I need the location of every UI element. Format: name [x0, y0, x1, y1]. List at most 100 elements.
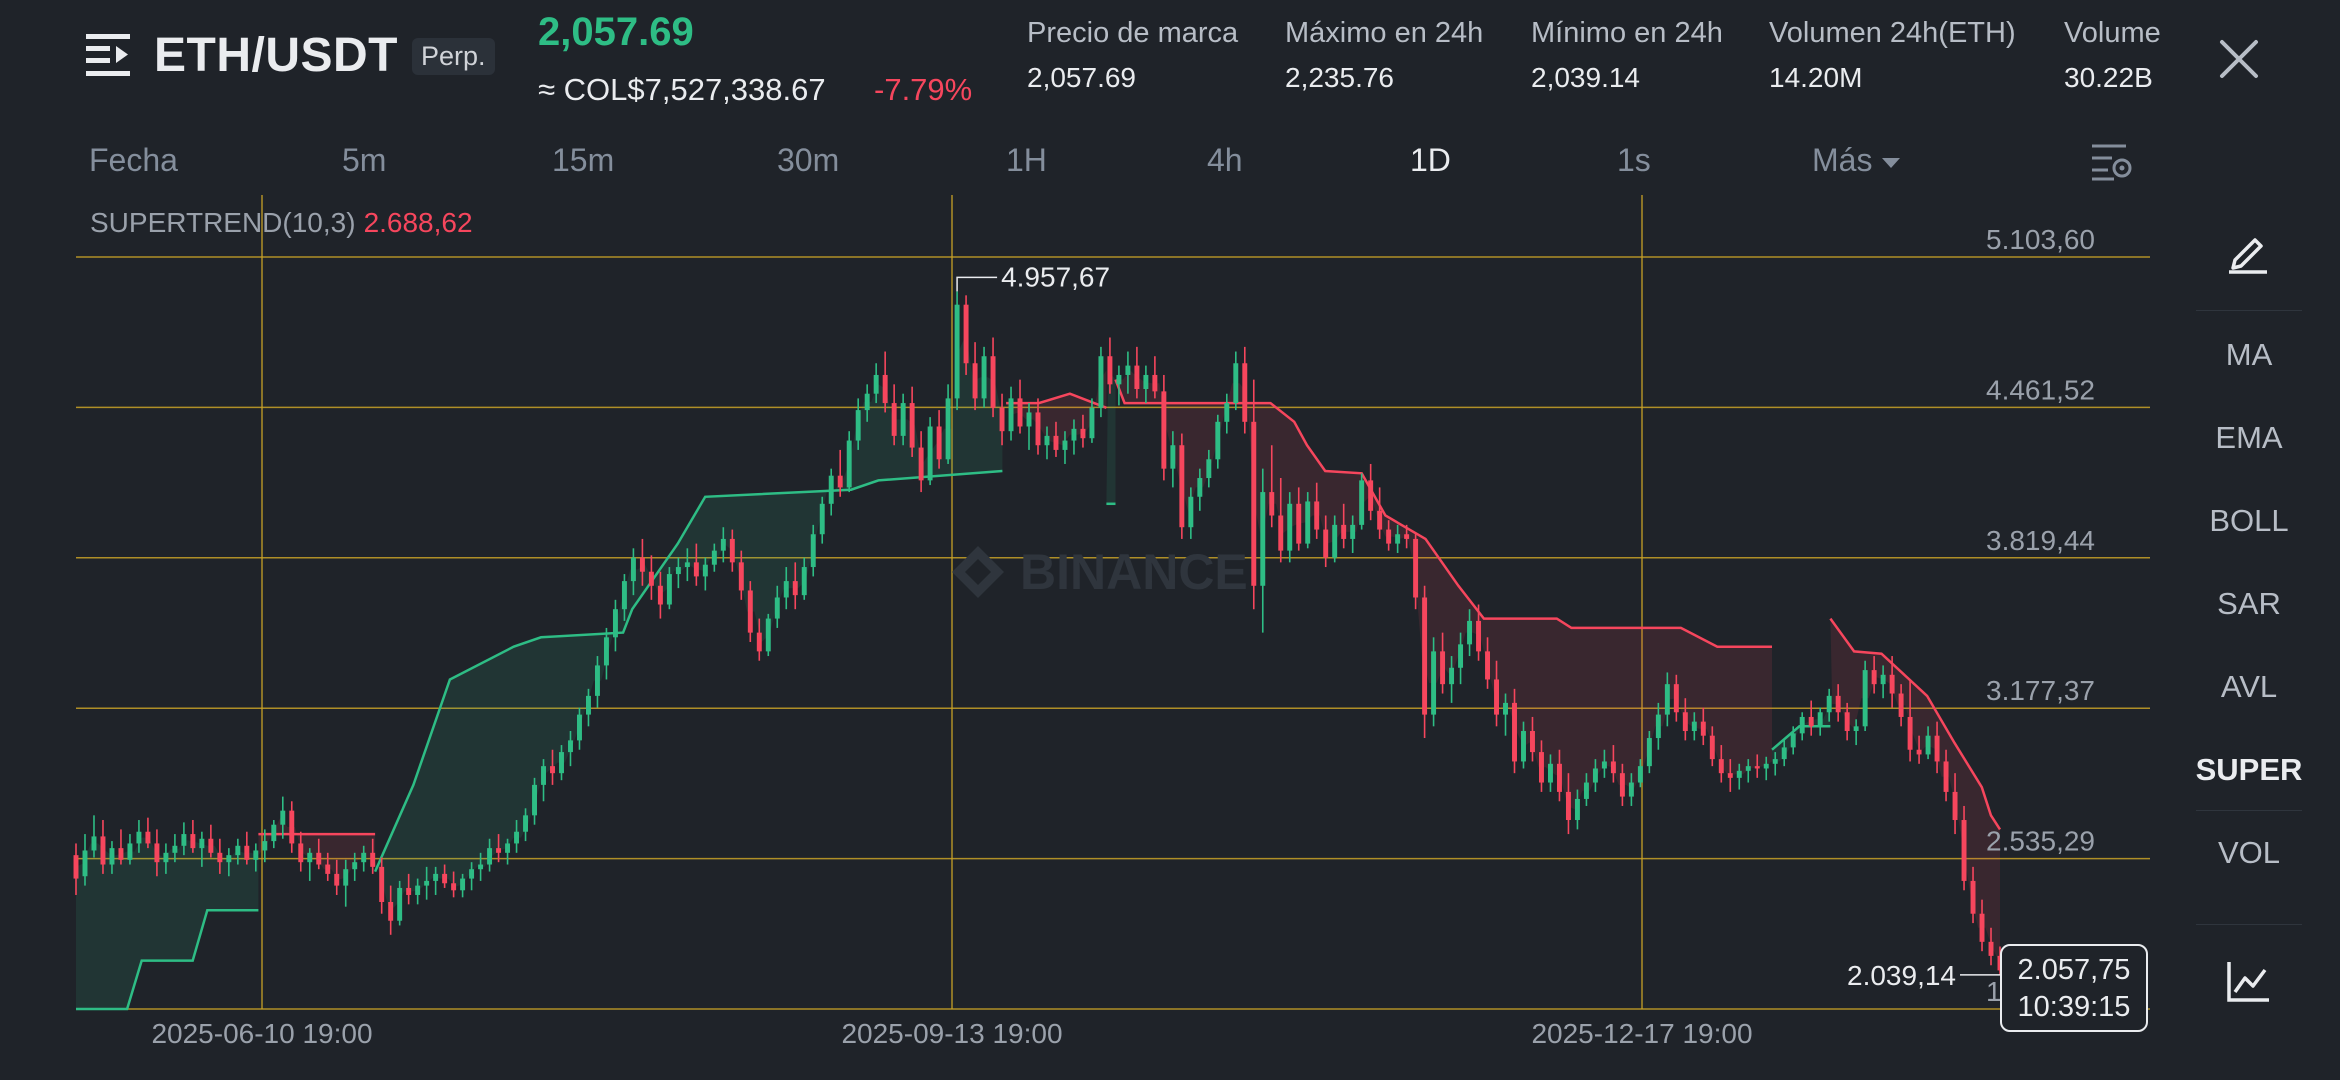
supertrend-band	[1106, 370, 1116, 504]
candle	[1637, 759, 1643, 788]
candle	[1745, 759, 1751, 783]
candle	[1044, 426, 1050, 460]
tab-4h[interactable]: 4h	[1207, 142, 1243, 178]
x-tick-label: 2025-12-17 19:00	[1531, 1018, 1752, 1049]
tab-fecha[interactable]: Fecha	[89, 142, 178, 178]
candle	[1988, 927, 1994, 966]
tab-15m[interactable]: 15m	[552, 142, 615, 178]
candle	[208, 824, 214, 858]
supertrend-line-up	[76, 908, 259, 1011]
panel-divider	[2196, 810, 2302, 811]
close-icon[interactable]	[2214, 34, 2264, 84]
candle	[1556, 749, 1562, 802]
candle	[1754, 754, 1760, 778]
candle	[1134, 346, 1140, 399]
max-price-marker: 4.957,67	[1001, 261, 1110, 292]
fiat-price: ≈ COL$7,527,338.67	[538, 72, 826, 107]
candle	[783, 567, 789, 610]
indicator-ma[interactable]: MA	[2225, 337, 2273, 372]
candle	[1242, 346, 1248, 434]
low-24h-label: Mínimo en 24h	[1531, 17, 1723, 49]
candle	[1224, 393, 1230, 434]
tab-1s[interactable]: 1s	[1617, 142, 1651, 178]
candle	[1404, 524, 1410, 549]
candle	[1844, 702, 1850, 741]
candle	[181, 822, 187, 856]
candle	[1431, 637, 1437, 727]
candle	[963, 295, 969, 375]
candle	[1269, 445, 1275, 528]
candle	[280, 796, 286, 839]
candle	[172, 834, 178, 863]
candle	[1530, 716, 1535, 762]
candle	[1323, 515, 1329, 568]
candlestick-chart[interactable]: BINANCE 5.103,60 4.461,52 3.819,44 3.177,37…	[0, 195, 2180, 1065]
candle	[1655, 702, 1661, 750]
candle	[1143, 365, 1149, 404]
line-chart-icon[interactable]	[2225, 958, 2271, 1004]
candle	[909, 386, 915, 457]
candle	[145, 817, 151, 849]
x-tick-label: 2025-06-10 19:00	[151, 1018, 372, 1049]
tab-1h[interactable]: 1H	[1006, 142, 1047, 178]
candle	[136, 820, 142, 853]
candle	[945, 384, 951, 464]
candle	[774, 585, 780, 628]
candle	[1251, 379, 1257, 610]
indicator-boll[interactable]: BOLL	[2209, 503, 2289, 538]
candle	[1440, 632, 1446, 694]
candle	[109, 841, 115, 874]
candle	[729, 529, 735, 572]
candle	[1682, 698, 1688, 741]
candle	[1332, 515, 1338, 563]
candle	[406, 873, 412, 905]
candle	[523, 808, 529, 842]
tab-30m[interactable]: 30m	[777, 142, 840, 178]
candle-countdown: 10:39:15	[2017, 991, 2131, 1023]
candle	[846, 431, 852, 493]
chart-settings-icon[interactable]	[2090, 142, 2134, 182]
candle	[666, 567, 672, 610]
candle	[1880, 665, 1886, 699]
candle	[1970, 866, 1976, 924]
supertrend-band	[1006, 370, 1107, 446]
candle	[837, 449, 843, 497]
tab-more[interactable]: Más	[1812, 142, 1901, 179]
candle	[1691, 712, 1697, 741]
candle	[514, 820, 520, 853]
candle	[711, 543, 717, 572]
candle	[388, 885, 394, 935]
indicator-sar[interactable]: SAR	[2217, 586, 2281, 621]
volume-usdt-value: 30.22B	[2064, 62, 2153, 93]
candle	[981, 346, 987, 408]
candle	[855, 398, 861, 450]
candle	[630, 548, 636, 596]
tab-5m[interactable]: 5m	[342, 142, 387, 178]
candle	[1871, 656, 1877, 694]
candle	[118, 829, 124, 865]
candle	[271, 820, 277, 849]
indicator-vol[interactable]: VOL	[2217, 835, 2281, 870]
supertrend-band	[1830, 618, 2000, 964]
indicator-avl[interactable]: AVL	[2220, 669, 2278, 704]
candle	[496, 834, 502, 863]
candle	[1952, 773, 1958, 835]
menu-icon[interactable]	[86, 32, 132, 78]
candle	[1395, 524, 1401, 553]
candle	[163, 843, 169, 874]
tab-1d[interactable]: 1D	[1410, 142, 1451, 178]
candle	[1467, 609, 1473, 657]
panel-divider	[2196, 924, 2302, 925]
candle	[289, 801, 295, 853]
binance-watermark: BINANCE	[952, 544, 1248, 600]
draw-pencil-icon[interactable]	[2225, 228, 2271, 274]
indicator-ema[interactable]: EMA	[2215, 420, 2283, 455]
indicator-super[interactable]: SUPER	[2195, 752, 2303, 787]
candle	[1736, 763, 1742, 790]
mark-price-value: 2,057.69	[1027, 62, 1136, 93]
candle	[810, 524, 816, 577]
candle	[1359, 473, 1365, 530]
candle	[873, 363, 879, 404]
candle	[424, 866, 430, 900]
trading-pair-title[interactable]: ETH/USDT	[154, 29, 398, 82]
